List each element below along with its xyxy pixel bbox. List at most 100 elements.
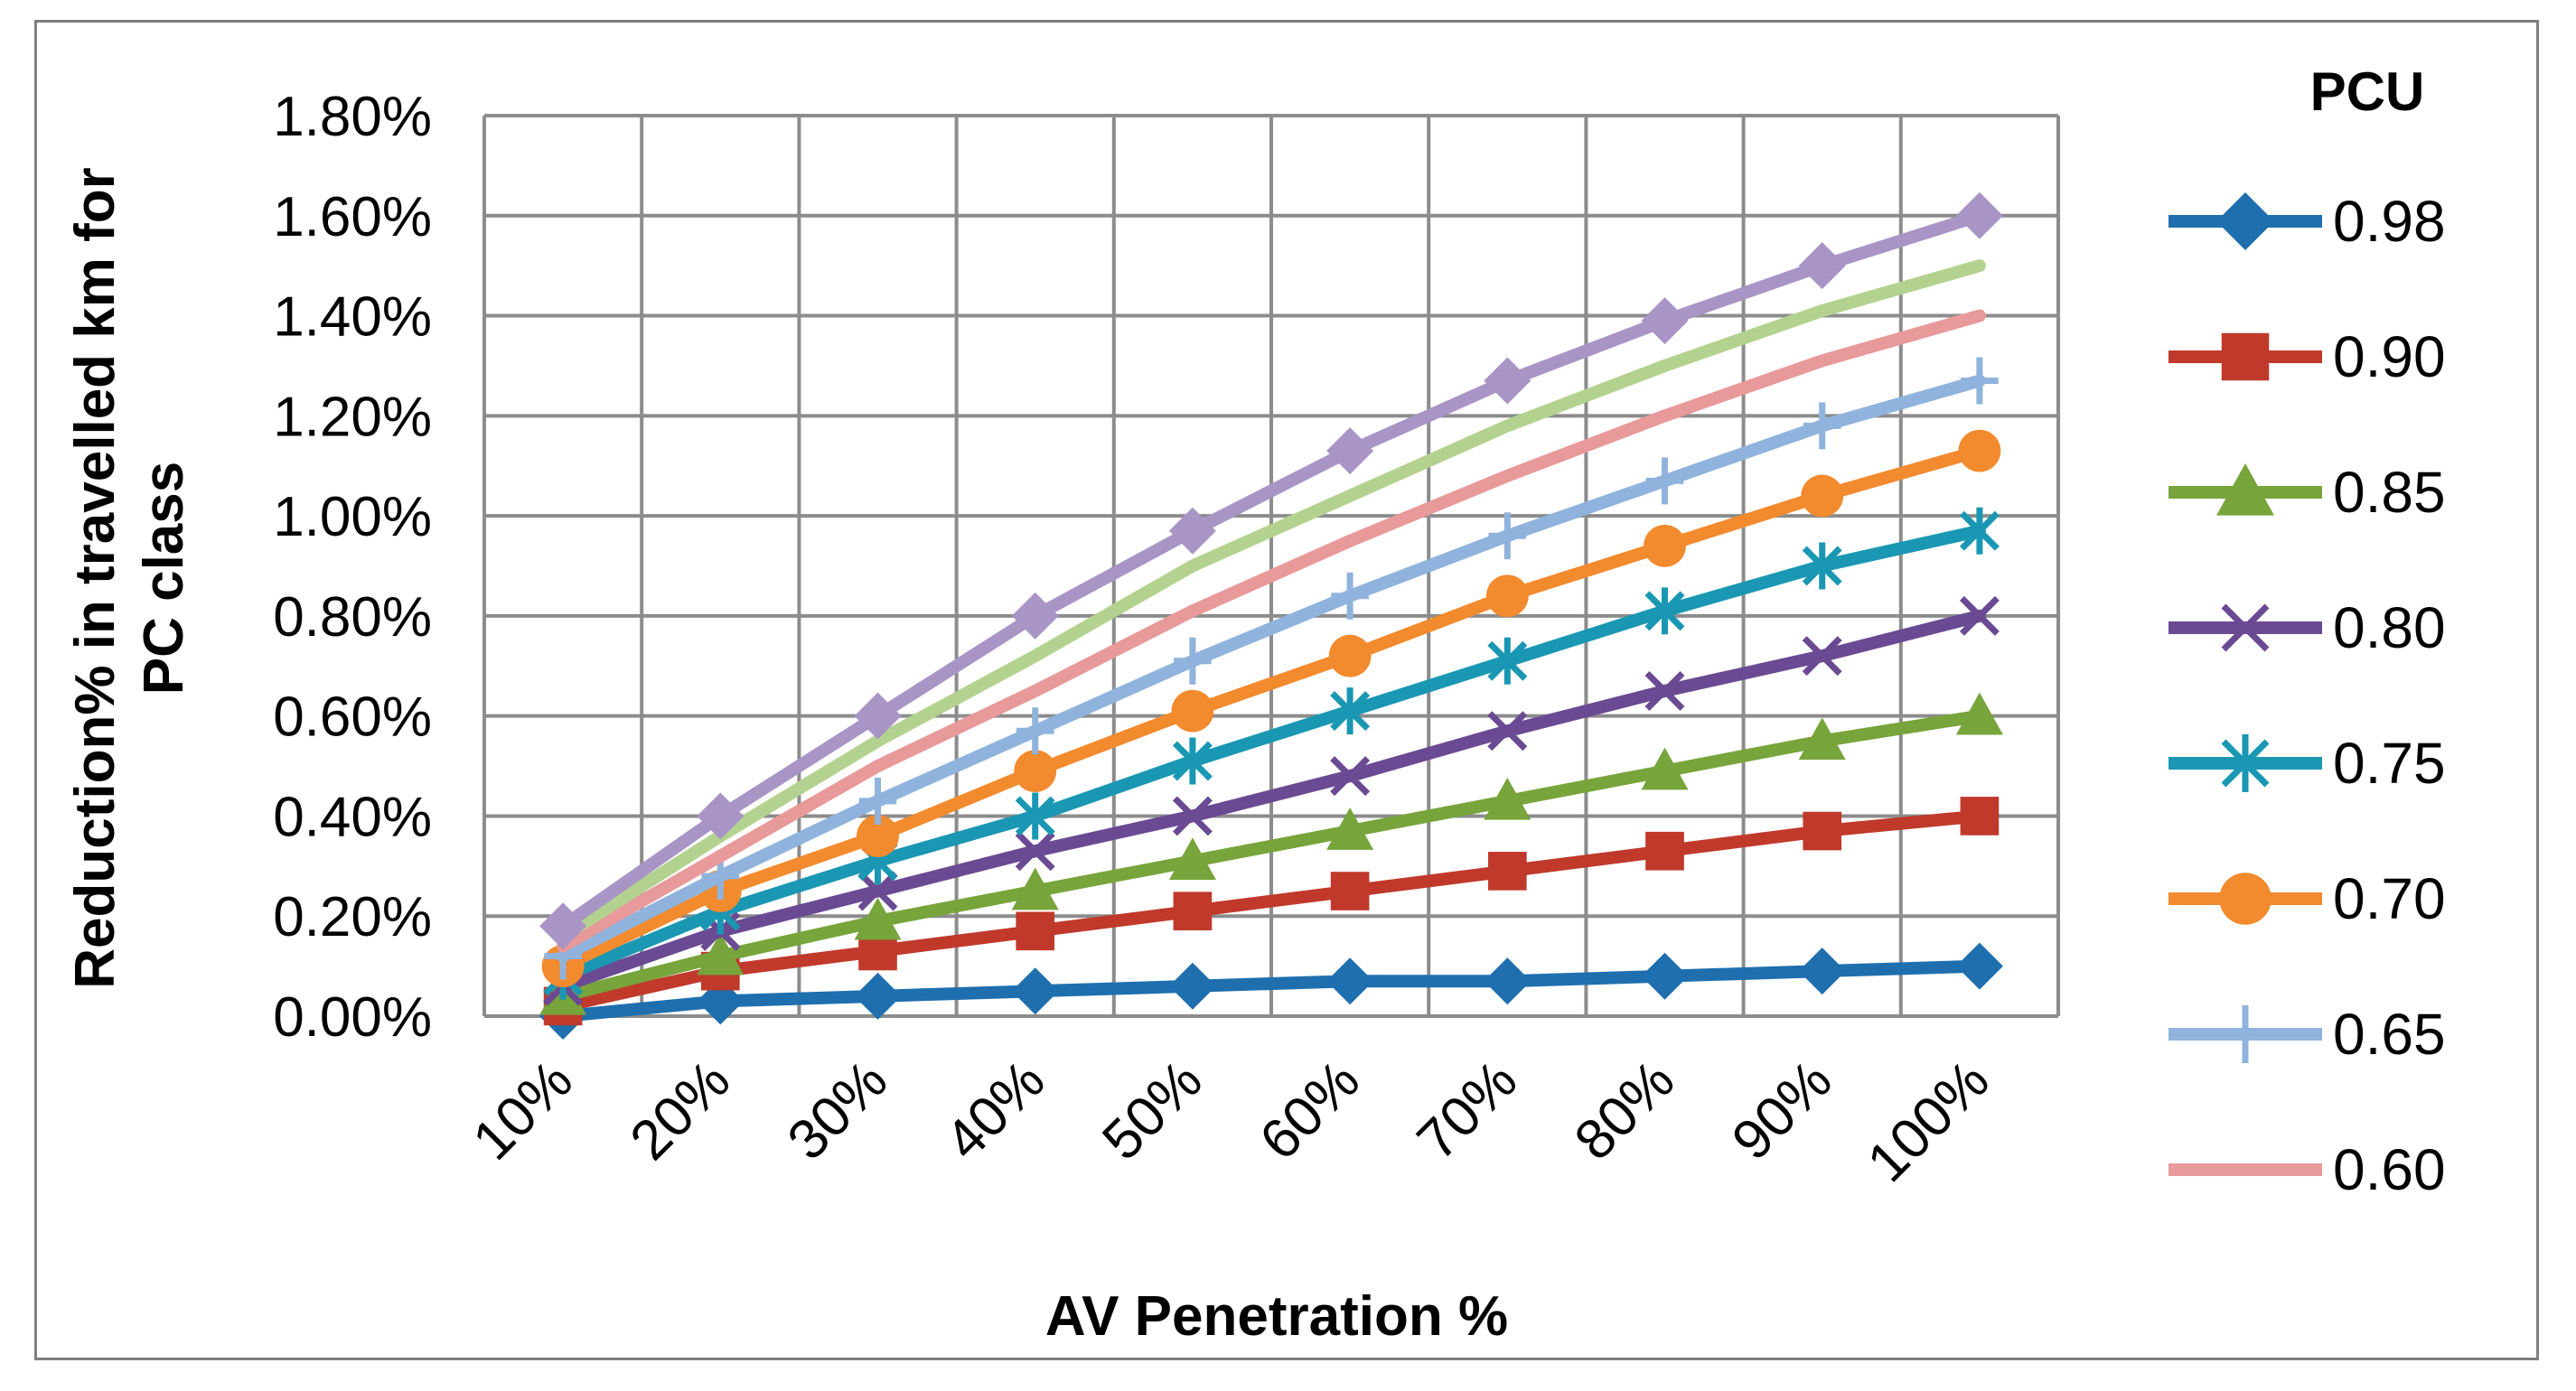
- x-tick-labels: 10% 20% 30% 40% 50% 60% 70% 80% 90% 100%: [461, 1049, 2000, 1194]
- series-line: [557, 309, 1986, 953]
- data-point: [1644, 524, 1686, 567]
- data-point: [1168, 962, 1216, 1010]
- series-3: [539, 692, 2003, 1015]
- y-tick-label: 0.80%: [273, 586, 432, 649]
- legend-label: 0.80: [2333, 595, 2446, 660]
- data-point: [1960, 797, 2000, 836]
- y-tick-label: 1.20%: [273, 386, 432, 448]
- chart-frame: [34, 20, 2539, 1360]
- x-tick-label: 20%: [619, 1049, 743, 1172]
- data-point: [1798, 948, 1846, 995]
- data-point: [1645, 457, 1684, 505]
- data-point: [1803, 811, 1842, 851]
- legend-marker: [2221, 603, 2270, 652]
- data-point: [697, 792, 745, 840]
- legend-item: 0.98: [2169, 189, 2446, 254]
- data-point: [854, 897, 902, 940]
- data-point: [1641, 297, 1689, 345]
- data-point: [1955, 692, 2003, 735]
- data-point: [1959, 595, 2000, 636]
- data-point: [1958, 429, 2001, 472]
- data-point: [1798, 717, 1846, 761]
- legend-item: 0.75: [2169, 731, 2446, 796]
- data-point: [1015, 831, 1055, 872]
- data-point: [1011, 592, 1059, 639]
- data-point: [1802, 636, 1842, 677]
- series-9: [557, 259, 1986, 943]
- data-point: [854, 692, 902, 740]
- data-point: [1016, 911, 1055, 951]
- data-point: [1487, 711, 1528, 752]
- y-tick-label: 1.00%: [273, 486, 432, 548]
- y-tick-label: 0.20%: [273, 886, 432, 948]
- data-point: [857, 871, 898, 911]
- data-point: [1173, 892, 1213, 931]
- x-tick-label: 40%: [933, 1049, 1057, 1172]
- data-point: [1015, 792, 1055, 840]
- legend-marker: [2216, 463, 2274, 516]
- legend-title: PCU: [2310, 61, 2425, 122]
- axes: [482, 116, 2058, 1018]
- data-point: [1487, 852, 1527, 891]
- data-point: [1326, 808, 1374, 850]
- data-point: [1484, 357, 1532, 405]
- data-point: [1961, 357, 1999, 405]
- series-line: [557, 809, 1986, 1013]
- data-point: [1641, 747, 1689, 790]
- data-point: [1645, 831, 1684, 871]
- data-point: [1802, 542, 1842, 590]
- data-point: [1644, 670, 1685, 711]
- data-point: [1485, 574, 1529, 618]
- legend-label: 0.85: [2333, 460, 2446, 525]
- data-point: [1955, 191, 2003, 239]
- data-point: [1330, 756, 1371, 797]
- data-point: [1330, 687, 1371, 735]
- series-line: [557, 444, 1986, 973]
- x-tick-label: 80%: [1563, 1049, 1687, 1172]
- data-point: [1641, 952, 1689, 1000]
- series-8: [557, 309, 1986, 953]
- y-tick-label: 1.80%: [273, 86, 432, 148]
- data-point: [1330, 872, 1370, 910]
- series-line: [557, 709, 1986, 1003]
- legend-label: 0.98: [2333, 189, 2446, 254]
- series-5: [543, 507, 2000, 1000]
- series-line: [557, 609, 1986, 993]
- data-point: [1955, 942, 2003, 990]
- data-point: [1326, 427, 1374, 475]
- y-tick-label: 1.60%: [273, 186, 432, 248]
- x-tick-label: 60%: [1248, 1049, 1372, 1172]
- x-tick-label: 90%: [1720, 1049, 1844, 1172]
- data-point: [1168, 837, 1216, 881]
- data-point: [1174, 637, 1212, 685]
- data-point: [697, 932, 745, 976]
- data-point: [1011, 867, 1059, 910]
- series-line: [557, 259, 1986, 943]
- series-10: [539, 191, 2003, 950]
- data-point: [1803, 402, 1841, 450]
- data-point: [1484, 777, 1532, 820]
- data-point: [1488, 512, 1527, 560]
- series-lines: [539, 191, 2003, 1040]
- data-point: [1014, 750, 1057, 792]
- data-point: [1011, 967, 1059, 1015]
- data-point: [1326, 957, 1374, 1005]
- data-point: [1016, 707, 1054, 755]
- data-point: [1959, 507, 2000, 555]
- y-tick-label: 0.40%: [273, 786, 432, 848]
- data-point: [854, 972, 902, 1020]
- data-point: [1644, 587, 1685, 635]
- legend-label: 0.75: [2333, 731, 2446, 796]
- legend-item: 0.90: [2169, 324, 2446, 389]
- x-tick-label: 50%: [1091, 1049, 1214, 1172]
- x-tick-label: 100%: [1856, 1049, 2001, 1194]
- x-axis-title: AV Penetration %: [1045, 1285, 1508, 1348]
- data-point: [1487, 637, 1528, 685]
- series-7: [544, 357, 1999, 980]
- legend-marker: [2221, 332, 2270, 381]
- legend-marker: [2219, 873, 2272, 925]
- legend-item: 0.85: [2169, 460, 2446, 525]
- data-point: [1172, 737, 1213, 785]
- legend-item: 0.65: [2169, 1002, 2446, 1067]
- data-point: [1171, 689, 1214, 733]
